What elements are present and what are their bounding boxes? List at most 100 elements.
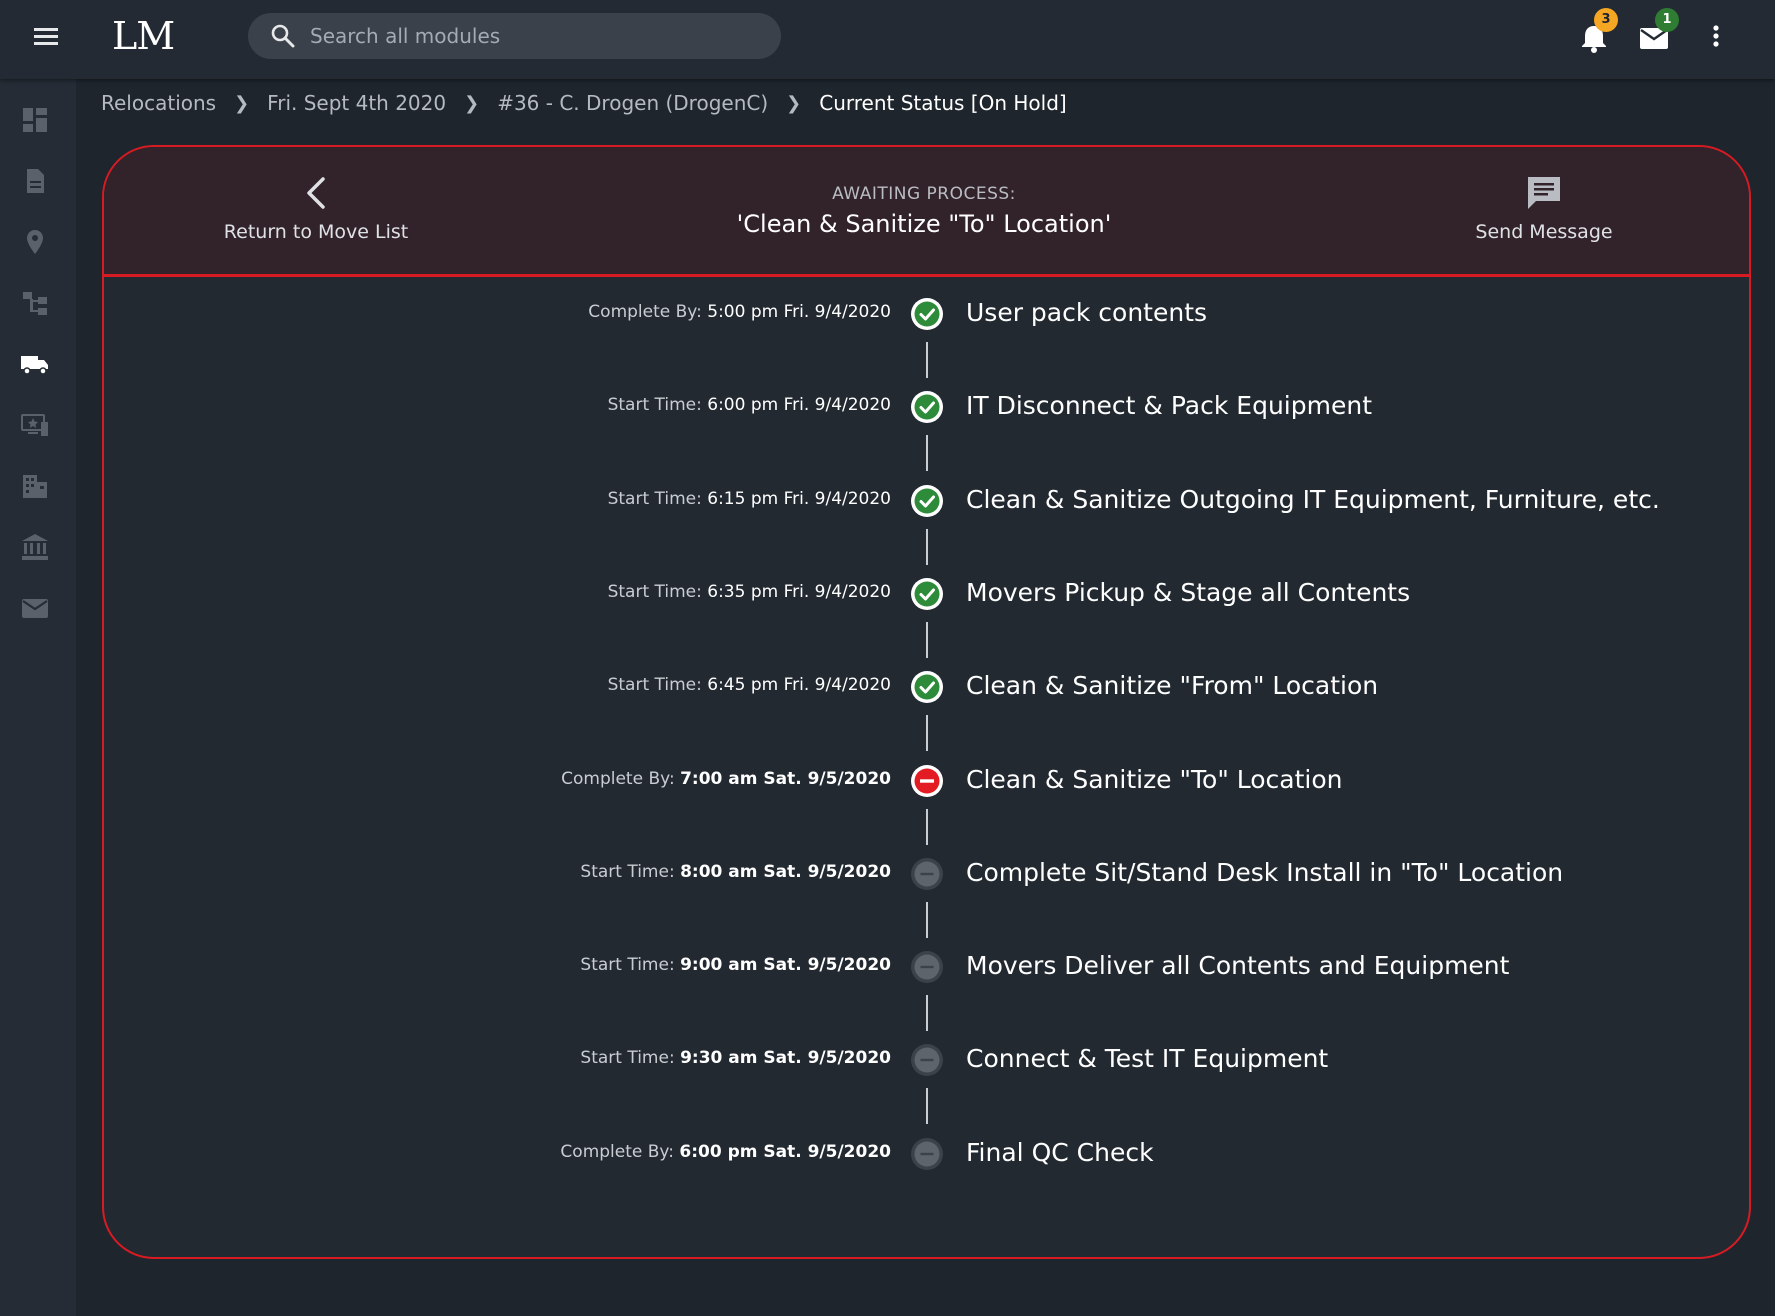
message-icon bbox=[1528, 177, 1560, 209]
timeline-step: Start Time: 8:00 am Sat. 9/5/2020 Complet… bbox=[104, 854, 1749, 894]
breadcrumb-relocations[interactable]: Relocations bbox=[101, 91, 217, 115]
awaiting-process: AWAITING PROCESS: 'Clean & Sanitize "To"… bbox=[604, 184, 1244, 238]
step-label: User pack contents bbox=[966, 298, 1208, 327]
step-label: Final QC Check bbox=[966, 1137, 1154, 1167]
timeline-connector bbox=[926, 995, 928, 1032]
step-time-value: 6:45 pm Fri. 9/4/2020 bbox=[707, 675, 891, 696]
step-label: Movers Deliver all Contents and Equipmen… bbox=[966, 951, 1510, 981]
check-circle-icon bbox=[909, 576, 945, 612]
breadcrumb-date[interactable]: Fri. Sept 4th 2020 bbox=[267, 91, 447, 115]
notifications-button[interactable]: 3 bbox=[1576, 8, 1618, 56]
truck-icon[interactable] bbox=[20, 349, 50, 379]
step-time: Start Time: 9:00 am Sat. 9/5/2020 bbox=[580, 955, 891, 975]
step-time-label: Start Time: bbox=[607, 581, 708, 602]
step-label: Clean & Sanitize Outgoing IT Equipment, … bbox=[966, 484, 1660, 514]
timeline-step: Start Time: 6:45 pm Fri. 9/4/2020 Clean &… bbox=[104, 667, 1749, 707]
search-bar[interactable] bbox=[248, 13, 781, 59]
step-time-value: 6:00 pm Sat. 9/5/2020 bbox=[679, 1141, 891, 1162]
send-message-button[interactable]: Send Message bbox=[1454, 173, 1634, 263]
document-icon[interactable] bbox=[20, 166, 50, 196]
step-time: Complete By: 7:00 am Sat. 9/5/2020 bbox=[561, 769, 891, 789]
return-label: Return to Move List bbox=[223, 221, 409, 243]
step-label: Clean & Sanitize "From" Location bbox=[966, 671, 1379, 701]
chevron-right-icon: ❯ bbox=[786, 92, 802, 114]
pending-circle-icon bbox=[909, 856, 945, 892]
step-time: Complete By: 5:00 pm Fri. 9/4/2020 bbox=[588, 302, 891, 322]
timeline-step: Complete By: 7:00 am Sat. 9/5/2020 Clean … bbox=[104, 761, 1749, 801]
more-options-icon[interactable] bbox=[1704, 22, 1728, 52]
chevron-right-icon: ❯ bbox=[234, 92, 250, 114]
breadcrumb-current-status: Current Status [On Hold] bbox=[819, 91, 1067, 115]
timeline-step: Complete By: 5:00 pm Fri. 9/4/2020 User p… bbox=[104, 294, 1749, 334]
timeline-step: Start Time: 6:35 pm Fri. 9/4/2020 Movers … bbox=[104, 574, 1749, 614]
location-pin-icon[interactable] bbox=[20, 227, 50, 257]
step-time-label: Complete By: bbox=[560, 1141, 680, 1162]
awaiting-process-name: 'Clean & Sanitize "To" Location' bbox=[736, 210, 1112, 238]
timeline-connector bbox=[926, 342, 928, 378]
step-time-value: 7:00 am Sat. 9/5/2020 bbox=[680, 768, 891, 789]
check-circle-icon bbox=[909, 296, 945, 332]
timeline-step: Complete By: 6:00 pm Sat. 9/5/2020 Final … bbox=[104, 1134, 1749, 1174]
mail-icon[interactable] bbox=[20, 593, 50, 623]
step-time: Start Time: 6:15 pm Fri. 9/4/2020 bbox=[608, 489, 891, 509]
org-chart-icon[interactable] bbox=[20, 288, 50, 318]
timeline-connector bbox=[926, 528, 928, 565]
pending-circle-icon bbox=[909, 949, 945, 985]
search-input[interactable] bbox=[310, 13, 760, 59]
app-logo[interactable]: LM bbox=[112, 14, 175, 58]
step-label: Movers Pickup & Stage all Contents bbox=[966, 577, 1411, 607]
step-time-value: 5:00 pm Fri. 9/4/2020 bbox=[707, 302, 891, 322]
step-time-label: Complete By: bbox=[561, 768, 681, 789]
step-time-value: 9:00 am Sat. 9/5/2020 bbox=[680, 955, 891, 976]
timeline-connector bbox=[926, 715, 928, 752]
step-time-value: 6:00 pm Fri. 9/4/2020 bbox=[707, 395, 891, 416]
step-time: Start Time: 9:30 am Sat. 9/5/2020 bbox=[580, 1048, 891, 1068]
check-circle-icon bbox=[909, 483, 945, 519]
send-message-label: Send Message bbox=[1475, 221, 1613, 243]
sidebar bbox=[0, 79, 76, 1316]
pending-circle-icon bbox=[909, 1136, 945, 1172]
bank-icon[interactable] bbox=[20, 532, 50, 562]
timeline-connector bbox=[926, 808, 928, 845]
step-time-label: Start Time: bbox=[607, 395, 708, 416]
step-time: Start Time: 6:45 pm Fri. 9/4/2020 bbox=[608, 675, 891, 695]
check-circle-icon bbox=[909, 389, 945, 425]
building-icon[interactable] bbox=[20, 471, 50, 501]
timeline-step: Start Time: 6:00 pm Fri. 9/4/2020 IT Disc… bbox=[104, 387, 1749, 427]
step-time: Start Time: 6:00 pm Fri. 9/4/2020 bbox=[608, 395, 891, 415]
step-time-label: Start Time: bbox=[607, 675, 708, 696]
timeline-connector bbox=[926, 621, 928, 658]
search-icon bbox=[271, 24, 295, 48]
timeline-step: Start Time: 6:15 pm Fri. 9/4/2020 Clean &… bbox=[104, 481, 1749, 521]
timeline-connector bbox=[926, 1088, 928, 1125]
top-bar: LM 3 1 bbox=[0, 0, 1775, 79]
messages-badge: 1 bbox=[1655, 8, 1679, 32]
return-to-move-list-button[interactable]: Return to Move List bbox=[216, 173, 416, 263]
timeline-step: Start Time: 9:30 am Sat. 9/5/2020 Connect… bbox=[104, 1040, 1749, 1080]
mail-icon bbox=[1640, 28, 1668, 49]
timeline-step: Start Time: 9:00 am Sat. 9/5/2020 Movers … bbox=[104, 947, 1749, 987]
desktop-star-icon[interactable] bbox=[20, 410, 50, 440]
bell-icon bbox=[1582, 26, 1606, 53]
card-header: Return to Move List AWAITING PROCESS: 'C… bbox=[104, 147, 1749, 277]
notifications-badge: 3 bbox=[1594, 8, 1618, 32]
check-circle-icon bbox=[909, 669, 945, 705]
step-time-value: 6:15 pm Fri. 9/4/2020 bbox=[707, 488, 891, 509]
chevron-left-icon bbox=[307, 177, 325, 209]
step-time-label: Start Time: bbox=[580, 1048, 681, 1069]
messages-button[interactable]: 1 bbox=[1637, 8, 1679, 56]
step-time-label: Start Time: bbox=[580, 955, 681, 976]
step-time-label: Start Time: bbox=[580, 861, 681, 882]
step-label: IT Disconnect & Pack Equipment bbox=[966, 391, 1373, 421]
dashboard-icon[interactable] bbox=[20, 105, 50, 135]
menu-icon[interactable] bbox=[26, 22, 66, 52]
step-label: Connect & Test IT Equipment bbox=[966, 1044, 1329, 1074]
awaiting-title: AWAITING PROCESS: bbox=[832, 184, 1016, 204]
step-label: Complete Sit/Stand Desk Install in "To" … bbox=[966, 857, 1564, 887]
chevron-right-icon: ❯ bbox=[464, 92, 480, 114]
step-label: Clean & Sanitize "To" Location bbox=[966, 764, 1343, 794]
timeline-connector bbox=[926, 435, 928, 472]
step-time-value: 8:00 am Sat. 9/5/2020 bbox=[680, 861, 891, 882]
timeline-connector bbox=[926, 901, 928, 938]
breadcrumb-move[interactable]: #36 - C. Drogen (DrogenC) bbox=[497, 91, 769, 115]
